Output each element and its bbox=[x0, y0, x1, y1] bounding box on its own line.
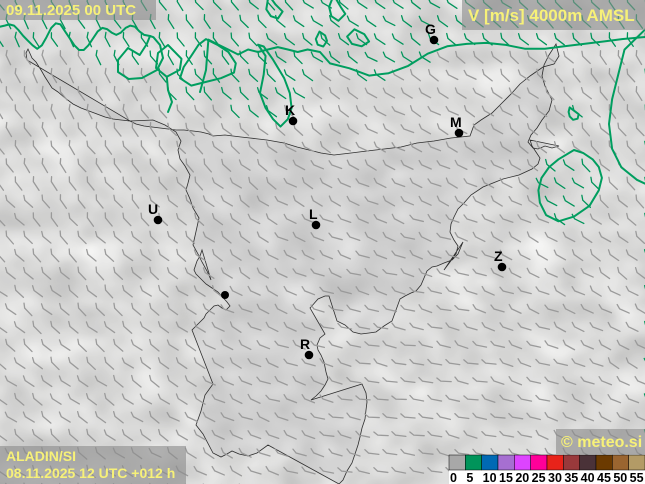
svg-text:45: 45 bbox=[597, 471, 611, 484]
svg-text:V [m/s] 4000m AMSL: V [m/s] 4000m AMSL bbox=[468, 6, 635, 25]
svg-text:G: G bbox=[425, 21, 436, 37]
svg-text:20: 20 bbox=[515, 471, 529, 484]
svg-text:0: 0 bbox=[450, 471, 457, 484]
svg-text:08.11.2025 12 UTC +012 h: 08.11.2025 12 UTC +012 h bbox=[6, 465, 175, 481]
svg-text:K: K bbox=[285, 102, 295, 118]
svg-text:40: 40 bbox=[581, 471, 595, 484]
svg-text:L: L bbox=[309, 206, 318, 222]
svg-text:© meteo.si: © meteo.si bbox=[561, 434, 642, 451]
svg-text:09.11.2025 00 UTC: 09.11.2025 00 UTC bbox=[6, 2, 136, 19]
svg-text:Z: Z bbox=[494, 248, 503, 264]
svg-text:35: 35 bbox=[564, 471, 578, 484]
svg-text:25: 25 bbox=[532, 471, 546, 484]
svg-text:15: 15 bbox=[499, 471, 513, 484]
svg-text:U: U bbox=[148, 201, 158, 217]
svg-text:R: R bbox=[300, 336, 310, 352]
svg-text:M: M bbox=[450, 114, 462, 130]
svg-text:50: 50 bbox=[613, 471, 627, 484]
svg-text:5: 5 bbox=[466, 471, 473, 484]
svg-text:ALADIN/SI: ALADIN/SI bbox=[6, 448, 76, 464]
svg-text:55: 55 bbox=[630, 471, 644, 484]
svg-text:10: 10 bbox=[483, 471, 497, 484]
svg-text:30: 30 bbox=[548, 471, 562, 484]
